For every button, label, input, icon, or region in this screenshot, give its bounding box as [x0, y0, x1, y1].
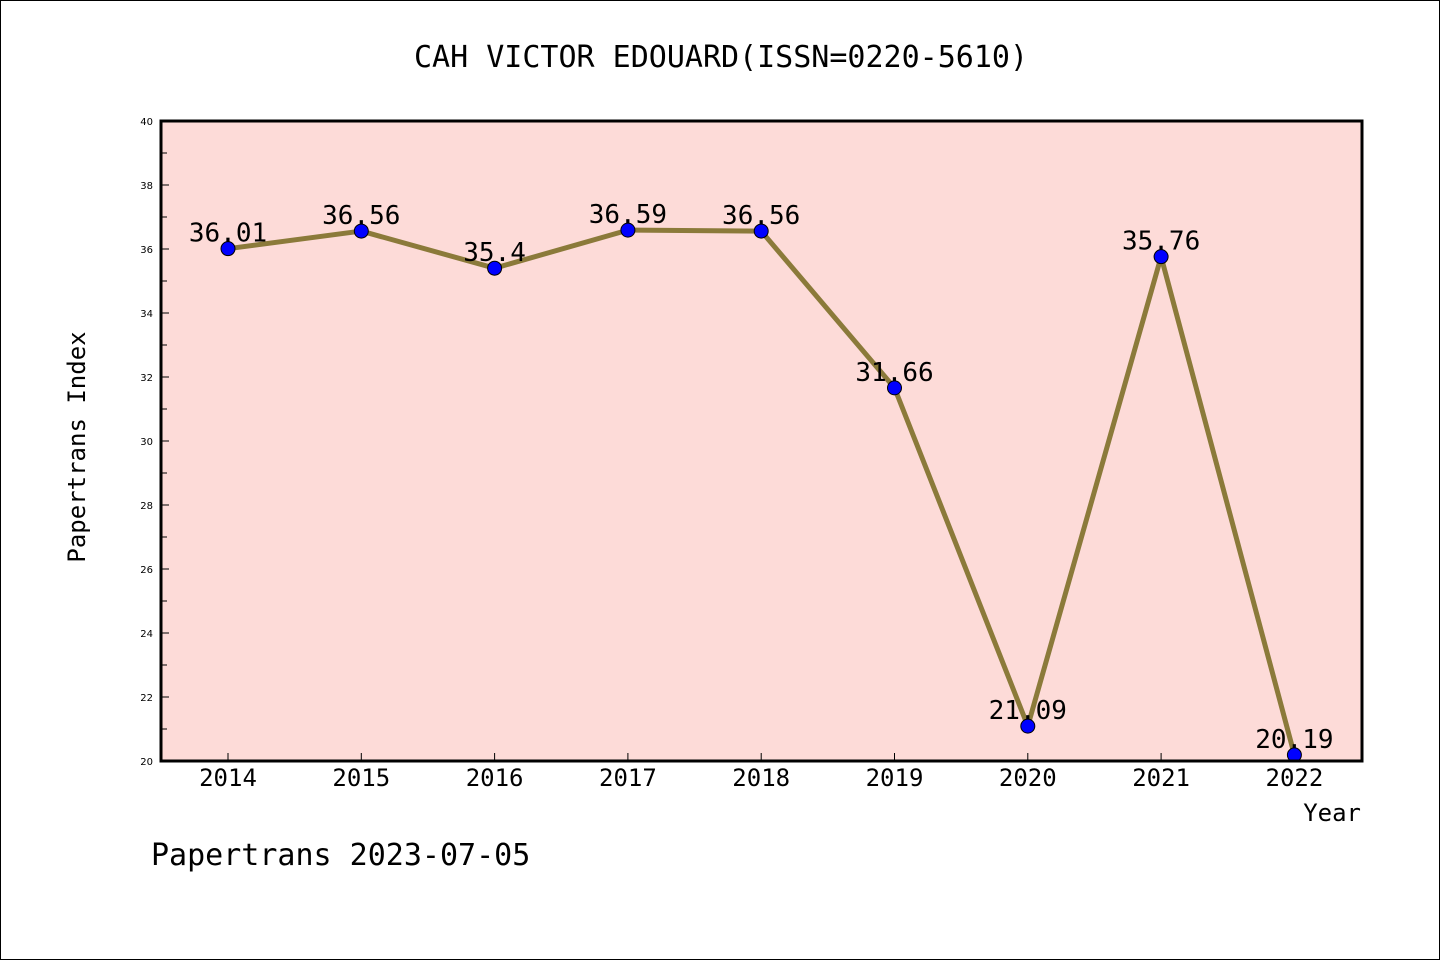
- y-tick-label: 28: [140, 501, 153, 512]
- x-tick-label: 2017: [599, 764, 657, 792]
- x-tick-label: 2022: [1266, 764, 1324, 792]
- plot-border: [159, 119, 1364, 763]
- y-tick-label: 40: [140, 117, 153, 128]
- data-labels: 36.01 36.56 35.4 36.59 36.56 31.66 21.09 35.76 2…: [189, 200, 1334, 755]
- x-tick-label: 2016: [466, 764, 524, 792]
- x-axis-ticks: 2014 2015 2016 2017 2018 2019 2020 2021 2022: [199, 753, 1323, 792]
- x-tick-label: 2019: [866, 764, 924, 792]
- data-value-label: 21.09: [989, 696, 1067, 726]
- y-tick-label: 30: [140, 437, 153, 448]
- data-point-marker: [1153, 249, 1169, 265]
- data-point-marker: [220, 241, 236, 257]
- y-tick-label: 32: [140, 373, 153, 384]
- y-tick-label: 38: [140, 181, 153, 192]
- footer-date: Papertrans 2023-07-05: [151, 838, 530, 873]
- data-value-label: 31.66: [855, 358, 933, 388]
- y-tick-label: 36: [140, 245, 153, 256]
- data-value-label: 36.01: [189, 219, 267, 249]
- y-tick-label: 22: [140, 693, 153, 704]
- y-tick-label: 34: [140, 309, 153, 320]
- data-point-marker: [353, 223, 369, 239]
- data-point-marker: [887, 380, 902, 396]
- y-tick-label: 20: [140, 757, 153, 768]
- x-tick-label: 2020: [999, 764, 1057, 792]
- data-value-label: 20.19: [1255, 725, 1333, 755]
- x-tick-label: 2021: [1132, 764, 1190, 792]
- chart-title: CAH VICTOR EDOUARD(ISSN=0220-5610): [414, 40, 1028, 75]
- x-axis-label: Year: [1303, 799, 1361, 827]
- data-value-label: 36.59: [589, 200, 667, 230]
- y-tick-label: 24: [140, 629, 153, 640]
- x-tick-label: 2014: [199, 764, 257, 792]
- data-value-label: 36.56: [722, 201, 800, 231]
- data-markers: [220, 222, 1302, 763]
- y-tick-label: 26: [140, 565, 153, 576]
- data-point-marker: [753, 223, 769, 239]
- x-tick-label: 2018: [732, 764, 790, 792]
- data-point-marker: [487, 260, 503, 276]
- data-value-label: 35.4: [463, 238, 526, 268]
- data-point-marker: [620, 222, 636, 238]
- y-axis-label: Papertrans Index: [63, 331, 91, 562]
- data-value-label: 35.76: [1122, 227, 1200, 257]
- data-value-label: 36.56: [322, 201, 400, 231]
- data-point-marker: [1020, 718, 1036, 734]
- x-tick-label: 2015: [332, 764, 390, 792]
